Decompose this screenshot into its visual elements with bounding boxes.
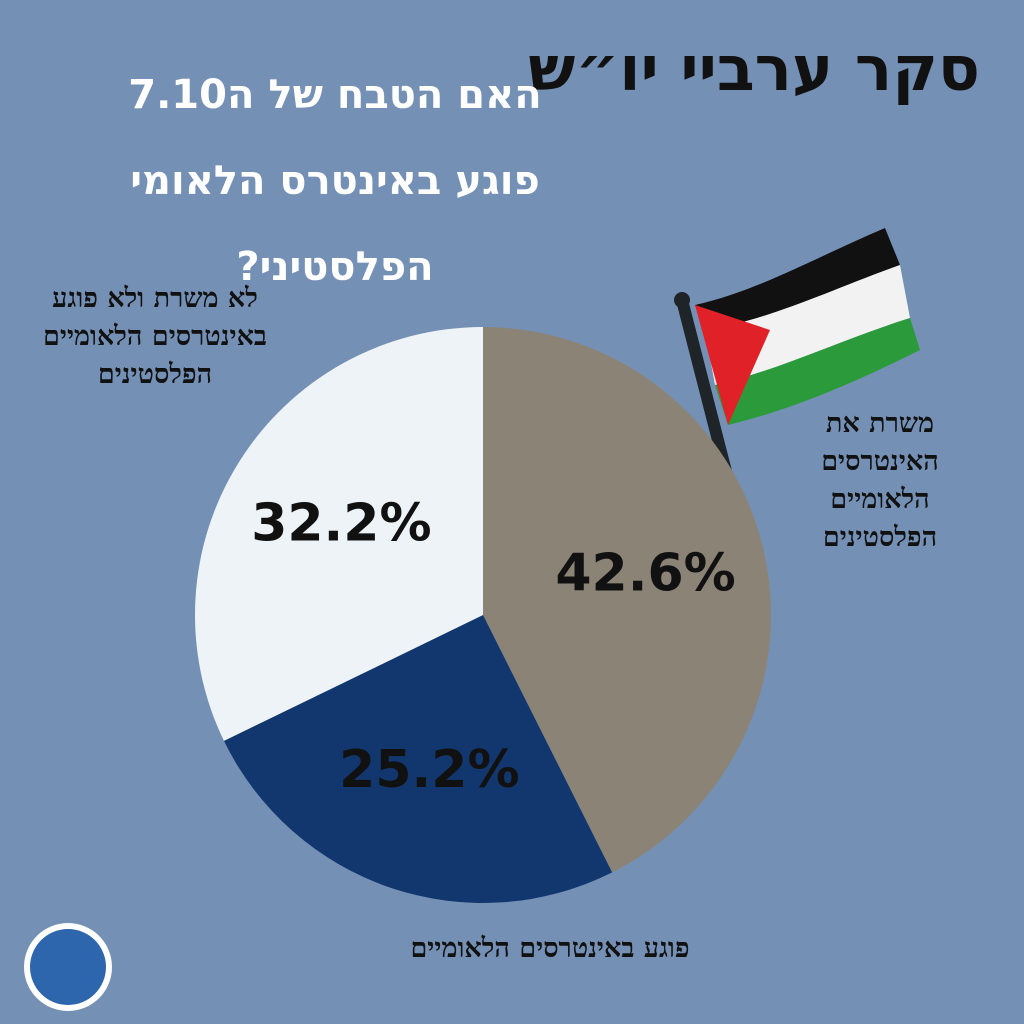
- logo: [24, 923, 112, 1011]
- category-label: משרת את האינטרסים הלאומיים הפלסטינים: [821, 408, 939, 553]
- flag: [674, 228, 920, 571]
- category-label: לא משרת ולא פוגע באינטרסים הלאומיים הפלס…: [43, 283, 267, 390]
- pie-slice: [483, 327, 771, 873]
- pie-slice: [194, 327, 484, 741]
- value-label: 25.2%: [339, 740, 519, 800]
- pie-slice: [223, 615, 613, 904]
- value-label: 42.6%: [555, 544, 735, 604]
- chart-title: סקר ערביי יו״ש: [528, 32, 980, 105]
- value-label: 32.2%: [251, 493, 431, 553]
- category-label: פוגע באינטרסים הלאומיים: [410, 933, 690, 964]
- subtitle-line: פוגע באינטרס הלאומי הפלסטיני?: [130, 158, 540, 290]
- subtitle-line: האם הטבח של ה7.10: [128, 72, 542, 118]
- subtitle: האם הטבח של ה7.10 פוגע באינטרס הלאומי הפ…: [30, 52, 640, 310]
